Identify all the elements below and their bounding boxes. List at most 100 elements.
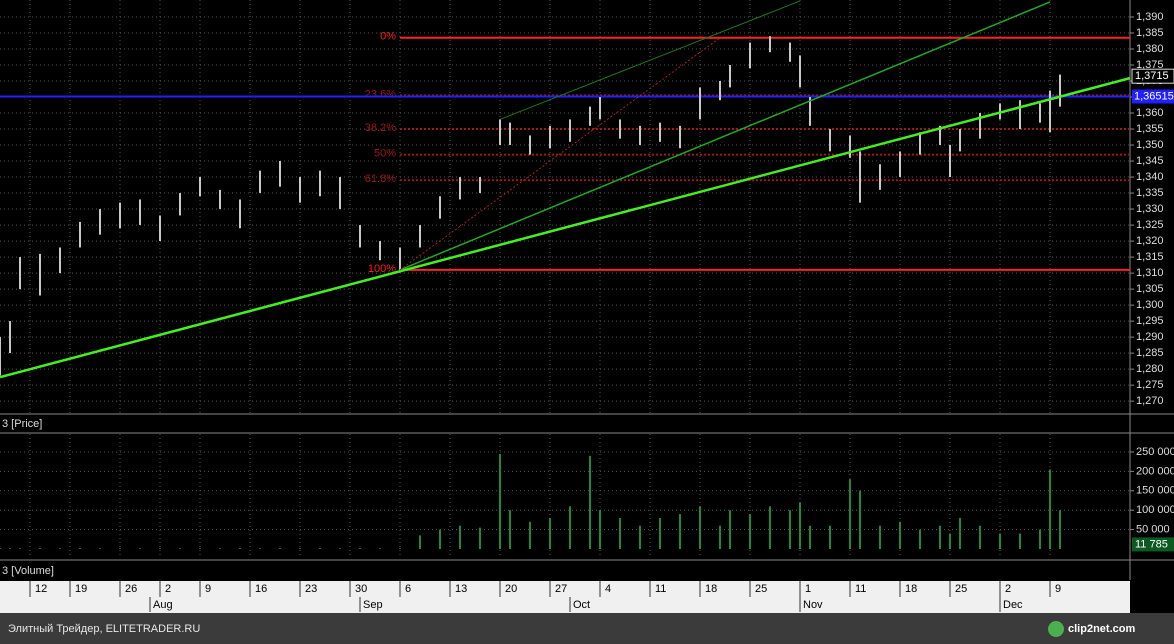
volume-bar	[809, 525, 811, 549]
price-tag	[1131, 68, 1174, 84]
volume-bar	[859, 490, 861, 549]
volume-bar	[979, 525, 981, 549]
footer-text: Элитный Трейдер, ELITETRADER.RU	[8, 623, 200, 635]
x-tick-label: 25	[955, 583, 967, 595]
trendline	[0, 76, 1131, 379]
volume-bar	[299, 548, 301, 549]
y-tick-label: 1,315	[1136, 251, 1164, 263]
logo-icon	[1048, 621, 1064, 637]
month-label: Dec	[1003, 599, 1023, 611]
month-label: Nov	[803, 599, 823, 611]
x-tick-label: 6	[405, 583, 411, 595]
y-tick-label: 1,310	[1136, 267, 1164, 279]
y-tick-label: 1,340	[1136, 171, 1164, 183]
volume-bar	[159, 548, 161, 549]
volume-bar	[719, 525, 721, 549]
x-tick-label: 4	[605, 583, 611, 595]
trendline	[399, 1, 1051, 271]
volume-bar	[509, 510, 511, 549]
volume-bar	[679, 514, 681, 549]
volume-bar	[619, 517, 621, 549]
volume-bar	[39, 548, 41, 549]
y-tick-label: 1,300	[1136, 299, 1164, 311]
volume-bar	[1049, 469, 1051, 549]
y-tick-label: 1,380	[1136, 43, 1164, 55]
volume-bar	[99, 548, 101, 549]
volume-bar	[789, 510, 791, 549]
volume-bar	[499, 453, 501, 549]
volume-bar	[1059, 510, 1061, 549]
price-tag-label: 1,3715	[1135, 70, 1169, 82]
volume-bar	[849, 479, 851, 549]
y-tick-label: 1,355	[1136, 123, 1164, 135]
volume-bar	[769, 506, 771, 549]
trendline	[399, 37, 721, 271]
volume-bar	[829, 525, 831, 549]
x-tick-label: 9	[205, 583, 211, 595]
volume-bar	[639, 525, 641, 549]
volume-bar	[939, 525, 941, 549]
x-tick-label: 19	[75, 583, 87, 595]
month-label: Aug	[153, 599, 173, 611]
volume-bar	[899, 521, 901, 549]
y-tick-label: 1,305	[1136, 283, 1164, 295]
fib-label: 38.2%	[365, 122, 396, 134]
volume-bar	[119, 548, 121, 549]
volume-bar	[19, 548, 21, 549]
x-tick-label: 13	[455, 583, 467, 595]
y-tick-label: 1,280	[1136, 363, 1164, 375]
volume-bar	[589, 455, 591, 549]
fib-label: 0%	[380, 31, 396, 43]
volume-bar	[799, 502, 801, 549]
volume-bar	[599, 510, 601, 549]
y-tick-label: 50 000	[1136, 524, 1170, 536]
y-tick-label: 1,285	[1136, 347, 1164, 359]
x-tick-label: 2	[1005, 583, 1011, 595]
volume-bar	[219, 548, 221, 549]
x-tick-label: 27	[555, 583, 567, 595]
month-label: Sep	[363, 599, 383, 611]
x-tick-label: 16	[255, 583, 267, 595]
level-tag	[1132, 89, 1174, 104]
volume-bar	[999, 533, 1001, 549]
fib-label: 100%	[368, 263, 396, 275]
volume-bar	[339, 548, 341, 549]
y-tick-label: 1,360	[1136, 107, 1164, 119]
volume-bar	[959, 517, 961, 549]
volume-bar	[1019, 533, 1021, 549]
y-tick-label: 1,330	[1136, 203, 1164, 215]
x-tick-label: 30	[355, 583, 367, 595]
volume-bar	[179, 548, 181, 549]
volume-bar	[0, 548, 1, 549]
volume-bar	[279, 548, 281, 549]
x-tick-label: 18	[705, 583, 717, 595]
volume-bar	[79, 548, 81, 549]
volume-bar	[699, 506, 701, 549]
y-tick-label: 100 000	[1136, 504, 1174, 516]
date-axis	[0, 581, 1130, 613]
y-tick-label: 1,345	[1136, 155, 1164, 167]
fib-label: 50%	[374, 148, 396, 160]
y-tick-label: 1,375	[1136, 59, 1164, 71]
y-tick-label: 200 000	[1136, 465, 1174, 477]
volume-bar	[199, 548, 201, 549]
volume-tag	[1132, 537, 1174, 552]
trendline	[499, 0, 801, 120]
volume-bar	[479, 527, 481, 549]
volume-bar	[359, 548, 361, 549]
x-tick-label: 2	[165, 583, 171, 595]
fib-label: 23.6%	[365, 88, 396, 100]
y-tick-label: 1,270	[1136, 395, 1164, 407]
x-tick-label: 26	[125, 583, 137, 595]
x-tick-label: 12	[35, 583, 47, 595]
y-tick-label: 1,385	[1136, 27, 1164, 39]
watermark: clip2net.com	[1068, 623, 1135, 635]
fib-label: 61.8%	[365, 173, 396, 185]
volume-bar	[59, 548, 61, 549]
volume-bar	[319, 548, 321, 549]
x-tick-label: 9	[1055, 583, 1061, 595]
y-tick-label: 1,290	[1136, 331, 1164, 343]
volume-bar	[549, 517, 551, 549]
